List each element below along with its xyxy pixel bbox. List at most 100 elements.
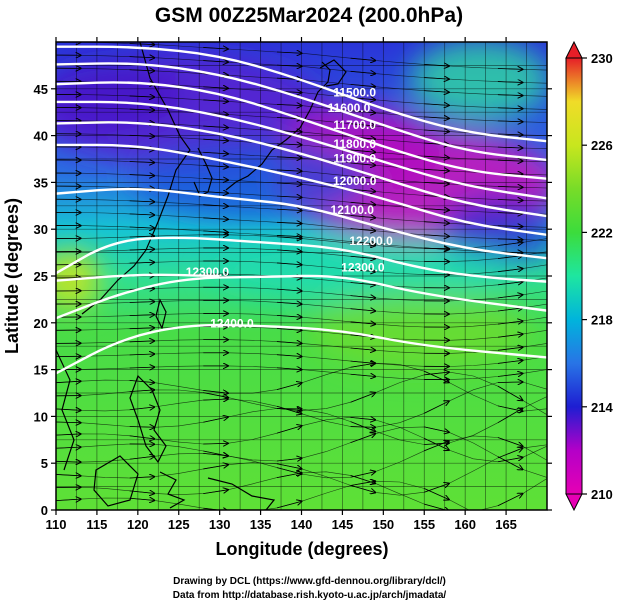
wind-arrow — [203, 465, 228, 470]
wind-arrow — [497, 82, 523, 83]
wind-arrow — [203, 100, 228, 102]
colorbar-tick-label: 222 — [591, 225, 613, 240]
coastline-china — [81, 42, 191, 315]
y-tick-label: 20 — [34, 316, 48, 331]
wind-arrow — [203, 47, 228, 49]
wind-arrow — [424, 401, 449, 414]
wind-arrow — [276, 302, 302, 304]
x-tick-label: 140 — [291, 517, 313, 532]
wind-arrow — [129, 477, 155, 478]
colorbar-max-arrow — [565, 40, 583, 59]
wind-arrow — [424, 182, 449, 184]
wind-arrow — [424, 484, 449, 493]
wind-arrow — [497, 95, 523, 96]
wind-arrow — [497, 134, 523, 135]
wind-arrow — [497, 269, 523, 272]
wind-arrow — [350, 150, 376, 152]
wind-arrow — [276, 501, 302, 509]
wind-arrow — [129, 491, 155, 494]
contour-label: 11800.0 — [333, 137, 376, 151]
x-tick-label: 155 — [413, 517, 435, 532]
coastline-new-guinea — [207, 477, 276, 510]
x-tick-label: 160 — [454, 517, 476, 532]
wind-arrow — [129, 380, 155, 382]
wind-arrow — [497, 457, 523, 463]
coastline-taiwan — [155, 298, 167, 330]
wind-arrow — [497, 347, 523, 350]
wind-arrow — [497, 448, 523, 459]
wind-arrow — [203, 392, 228, 398]
contour-label: 12000.0 — [333, 174, 377, 188]
x-axis-label: Longitude (degrees) — [215, 539, 388, 559]
wind-arrow — [129, 262, 155, 263]
colorbar-tick-label: 230 — [591, 51, 613, 66]
wind-arrow — [276, 157, 302, 158]
wind-arrow — [424, 78, 449, 80]
contour-label: 11500.0 — [333, 85, 376, 99]
wind-arrow — [56, 447, 81, 448]
wind-arrow — [276, 104, 302, 105]
wind-arrow — [56, 434, 81, 435]
chart-title: GSM 00Z25Mar2024 (200.0hPa) — [155, 4, 463, 27]
colorbar-min-arrow — [565, 493, 583, 512]
wind-arrow — [424, 438, 449, 450]
contour-line — [56, 236, 547, 283]
wind-arrow — [203, 126, 228, 128]
contour-line — [56, 100, 547, 200]
wind-arrow — [129, 249, 155, 250]
wind-arrow — [497, 213, 523, 214]
wind-arrow — [350, 348, 376, 350]
colorbar: 210 214 218 222 226 230 — [565, 40, 613, 512]
wind-arrow — [350, 361, 376, 363]
wind-arrow — [276, 458, 302, 461]
wind-arrow — [424, 235, 449, 237]
wind-arrow — [424, 156, 449, 158]
x-tick-label: 125 — [168, 517, 190, 532]
contour-line — [56, 81, 547, 180]
wind-arrow — [129, 175, 155, 176]
wind-arrow — [350, 472, 376, 478]
wind-arrow — [276, 467, 302, 474]
wind-arrow — [276, 408, 302, 410]
wind-arrow — [129, 302, 155, 303]
coastline-philippines — [129, 374, 167, 464]
wind-arrow — [276, 328, 302, 330]
wind-arrow — [129, 161, 155, 162]
wind-arrow — [203, 165, 228, 167]
wind-arrow — [350, 229, 376, 231]
wind-arrow — [276, 368, 302, 370]
wind-arrow — [497, 494, 523, 507]
wind-arrow — [497, 242, 523, 245]
contour-label: 12300.0 — [341, 260, 385, 274]
wind-arrow — [56, 461, 81, 462]
wind-arrow — [424, 104, 449, 106]
wind-arrow — [129, 427, 155, 428]
wind-arrow — [129, 456, 155, 459]
wind-arrow — [424, 169, 449, 171]
wind-arrow — [497, 360, 523, 363]
contour-line — [56, 273, 220, 282]
wind-arrow — [203, 139, 228, 141]
wind-arrow — [497, 121, 523, 122]
y-tick-label: 15 — [34, 363, 48, 378]
wind-arrow — [350, 434, 376, 444]
wind-arrow — [129, 96, 155, 97]
contour-line — [56, 323, 547, 375]
wind-arrow — [424, 91, 449, 93]
wind-arrow — [276, 250, 302, 252]
wind-arrow — [203, 390, 228, 393]
y-tick-label: 35 — [34, 175, 48, 190]
wind-arrow — [203, 178, 228, 180]
x-tick-label: 130 — [209, 517, 231, 532]
wind-arrow — [350, 393, 376, 403]
contour-label: 12400.0 — [210, 316, 254, 330]
contour-line — [56, 45, 547, 143]
wind-arrow — [497, 373, 523, 376]
wind-arrow — [276, 355, 302, 357]
wind-arrow — [350, 215, 376, 217]
colorbar-tick-label: 218 — [591, 313, 613, 328]
wind-arrow — [350, 322, 376, 324]
contour-label: 12100.0 — [331, 203, 375, 217]
